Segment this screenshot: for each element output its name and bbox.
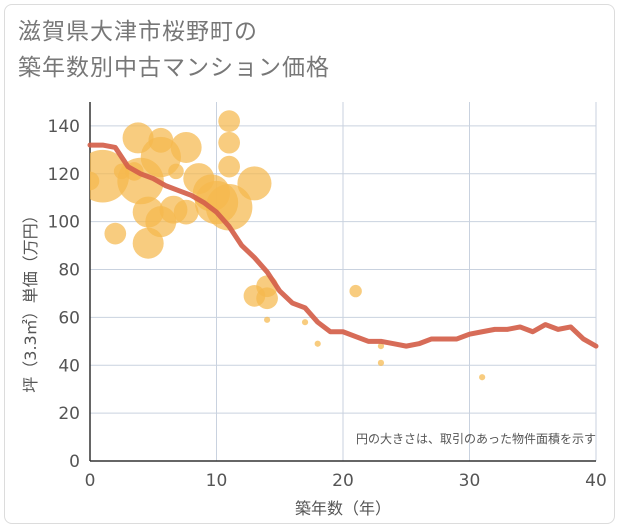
x-tick-label: 40: [585, 471, 607, 491]
x-tick-label: 10: [206, 471, 228, 491]
y-tick-label: 140: [48, 117, 80, 137]
size-note: 円の大きさは、取引のあった物件面積を示す: [356, 431, 596, 446]
data-bubble: [377, 359, 385, 366]
data-bubble: [301, 319, 309, 326]
y-tick-label: 40: [58, 356, 80, 376]
tick-labels: 0 20 40 60 80 100 120 140 0 10 20 30 40: [48, 117, 607, 491]
bubbles: [90, 110, 486, 381]
data-bubble: [377, 343, 385, 350]
average-line: [87, 142, 599, 349]
data-bubble: [218, 131, 240, 154]
data-bubble: [218, 110, 240, 132]
title-line-2: 築年数別中古マンション価格: [18, 55, 330, 81]
y-tick-label: 0: [69, 452, 80, 472]
x-axis-label: 築年数（年）: [295, 499, 391, 518]
data-bubble: [173, 199, 199, 225]
average-price-line: [87, 142, 599, 349]
y-axis-label: 坪（3.3㎡）単価（万円）: [21, 207, 40, 392]
data-bubble: [218, 155, 240, 178]
data-bubble: [349, 284, 362, 298]
x-tick-label: 20: [332, 471, 354, 491]
y-tick-label: 60: [58, 308, 80, 328]
data-bubble: [170, 131, 202, 163]
data-bubble: [264, 316, 271, 323]
x-tick-label: 30: [459, 471, 481, 491]
data-bubble: [314, 340, 321, 347]
data-bubble: [104, 222, 127, 245]
data-bubble: [479, 374, 486, 381]
data-bubble: [205, 184, 253, 231]
data-bubble: [148, 127, 174, 153]
chart-title: 滋賀県大津市桜野町の 築年数別中古マンション価格: [18, 14, 330, 86]
data-bubble: [256, 287, 278, 310]
chart-card: [4, 4, 615, 524]
y-tick-label: 80: [58, 261, 80, 281]
data-bubble: [168, 163, 184, 180]
title-line-1: 滋賀県大津市桜野町の: [18, 19, 258, 45]
y-tick-label: 20: [58, 404, 80, 424]
y-tick-label: 100: [48, 213, 80, 233]
x-tick-label: 0: [85, 471, 96, 491]
grid: [89, 102, 597, 462]
y-tick-label: 120: [48, 165, 80, 185]
data-bubble: [237, 166, 272, 201]
